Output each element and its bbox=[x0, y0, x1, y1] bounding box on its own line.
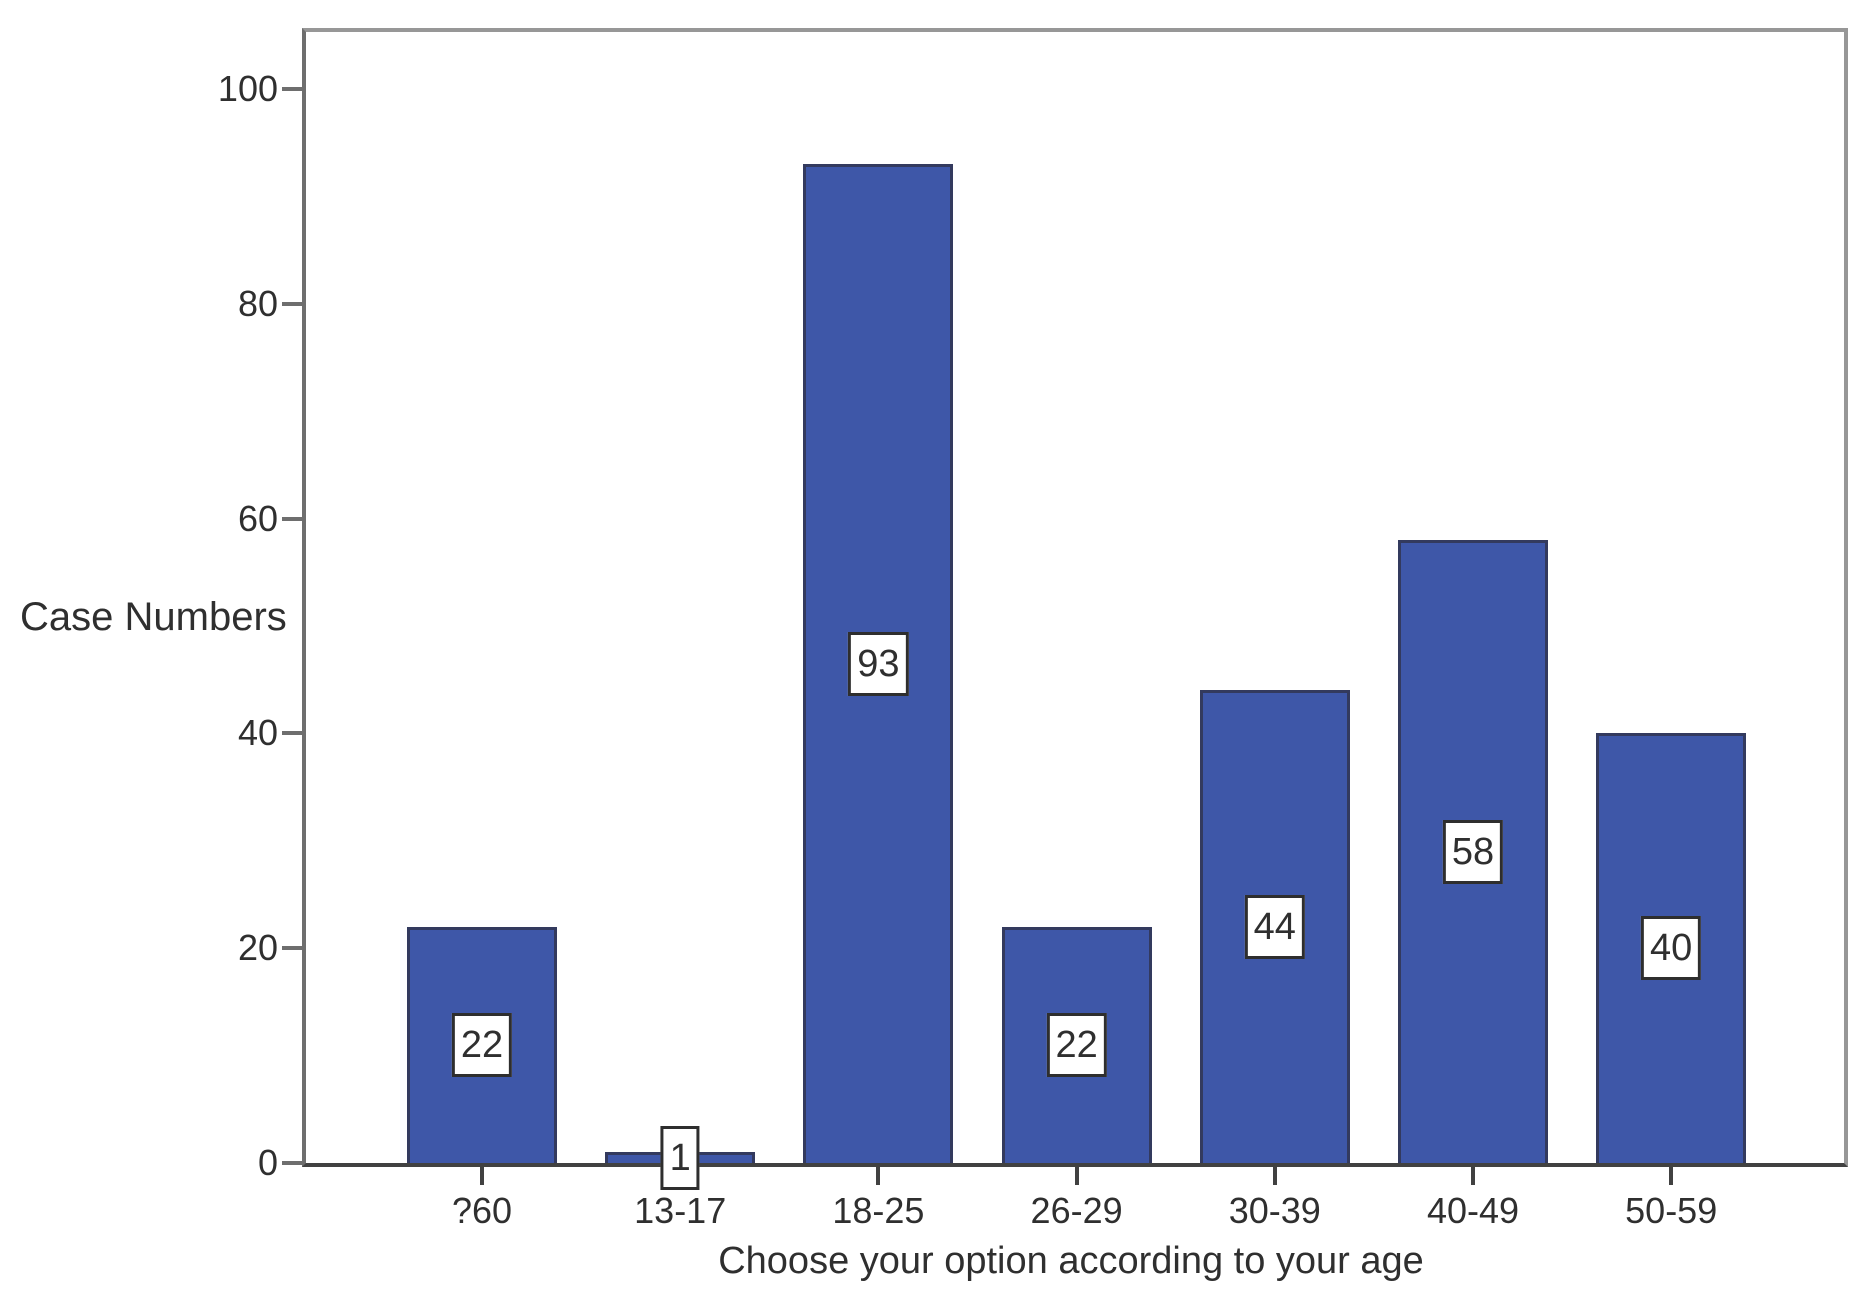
bar-value-label: 1 bbox=[660, 1125, 700, 1190]
y-tick-mark bbox=[282, 946, 302, 951]
y-tick-label: 20 bbox=[237, 927, 278, 969]
x-tick-label: ?60 bbox=[451, 1190, 513, 1231]
x-tick-mark bbox=[1471, 1167, 1475, 1185]
x-tick-mark bbox=[1272, 1167, 1277, 1185]
bar-value-label: 40 bbox=[1641, 916, 1702, 981]
y-tick-label: 0 bbox=[257, 1142, 278, 1183]
y-tick-label: 60 bbox=[237, 497, 278, 539]
y-tick-mark bbox=[282, 87, 302, 91]
x-tick-label: 30-39 bbox=[1228, 1190, 1321, 1231]
y-tick-mark bbox=[282, 1161, 302, 1165]
bar-value-label: 44 bbox=[1244, 894, 1305, 959]
y-tick-label: 80 bbox=[237, 282, 278, 324]
y-tick-mark bbox=[282, 301, 302, 306]
x-tick-label: 26-29 bbox=[1030, 1190, 1123, 1231]
y-tick-mark bbox=[282, 731, 302, 736]
y-tick-label: 100 bbox=[217, 68, 278, 109]
x-axis-title: Choose your option according to your age bbox=[718, 1240, 1424, 1282]
x-tick-mark bbox=[876, 1167, 881, 1185]
bar-value-label: 22 bbox=[451, 1012, 513, 1077]
x-tick-label: 40-49 bbox=[1426, 1190, 1520, 1231]
y-tick-mark bbox=[282, 516, 302, 521]
bar-value-label: 93 bbox=[848, 631, 909, 696]
x-tick-mark bbox=[480, 1167, 484, 1185]
x-tick-label: 50-59 bbox=[1625, 1190, 1718, 1231]
bar-value-label: 58 bbox=[1442, 819, 1504, 884]
y-tick-label: 40 bbox=[237, 712, 278, 754]
x-tick-mark bbox=[1074, 1167, 1079, 1185]
x-tick-mark bbox=[1669, 1167, 1674, 1185]
bar-value-label: 22 bbox=[1046, 1012, 1107, 1077]
x-tick-label: 18-25 bbox=[832, 1190, 925, 1231]
y-axis-title: Case Numbers bbox=[20, 595, 287, 639]
plot-area: 0 20 40 60 80 100 22 1 93 22 44 58 40 ?60 13-17 18-25… bbox=[218, 28, 1848, 1229]
x-tick-label: 13-17 bbox=[634, 1190, 727, 1231]
